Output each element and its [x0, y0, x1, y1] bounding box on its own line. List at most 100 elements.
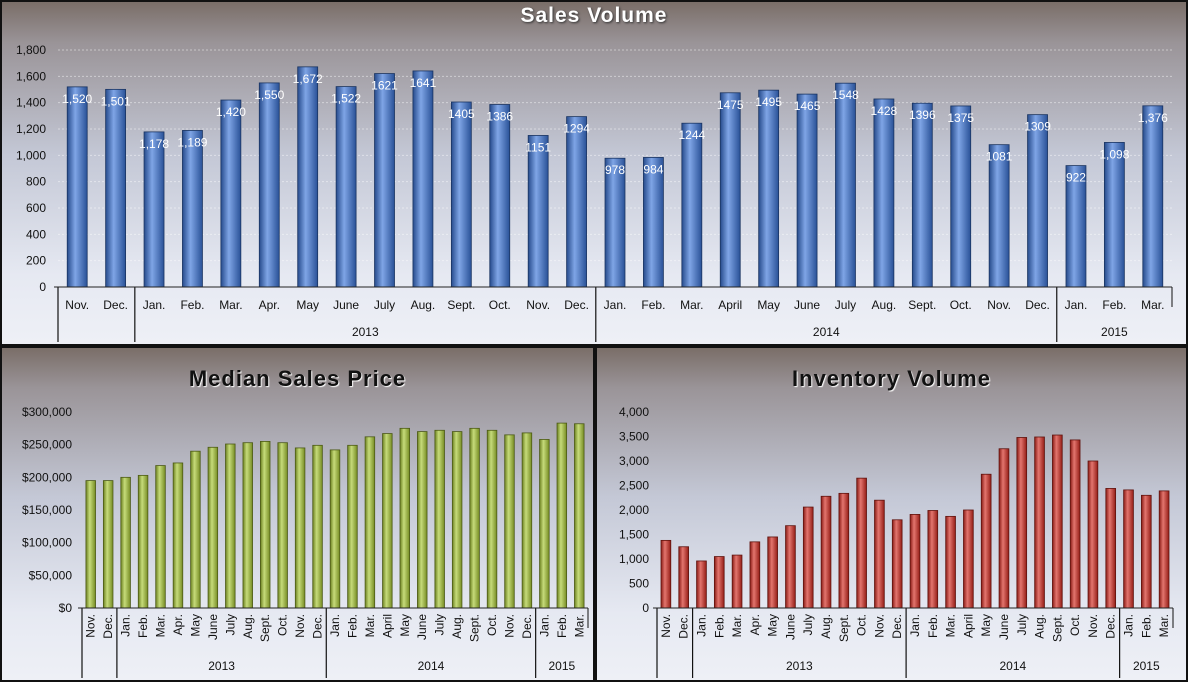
x-tick-label: Mar. — [572, 614, 586, 637]
x-tick-label: Jan. — [908, 614, 922, 637]
x-tick-label: Oct. — [485, 614, 499, 636]
bar — [758, 89, 780, 288]
bar — [434, 429, 445, 609]
bar — [242, 442, 253, 609]
x-tick-label: May — [757, 298, 780, 312]
bar — [660, 539, 672, 609]
bar — [796, 93, 818, 288]
bar-data-label: 1,522 — [331, 92, 361, 106]
x-tick-label: July — [374, 298, 395, 312]
x-tick-label: Jan. — [1122, 614, 1136, 637]
x-tick-label: Jan. — [143, 298, 166, 312]
y-tick-label: 1,600 — [16, 69, 46, 83]
x-tick-label: Feb. — [555, 614, 569, 638]
x-tick-label: May — [398, 614, 412, 637]
bar — [329, 449, 341, 609]
x-group-label: 2015 — [1133, 659, 1160, 673]
y-tick-label: $50,000 — [29, 568, 73, 582]
bar — [713, 556, 725, 609]
bar — [225, 443, 236, 609]
bar — [137, 474, 149, 609]
bar-data-label: 1,520 — [62, 92, 92, 106]
bar — [1103, 142, 1125, 288]
x-tick-label: Feb. — [136, 614, 150, 638]
x-tick-label: Mar. — [680, 298, 703, 312]
bar-data-label: 1465 — [794, 99, 821, 113]
y-tick-label: $300,000 — [22, 405, 72, 419]
x-tick-label: Aug. — [411, 298, 436, 312]
bar — [143, 131, 165, 288]
x-tick-label: Mar. — [1157, 614, 1171, 637]
bar — [450, 101, 472, 288]
y-tick-label: 2,000 — [619, 503, 649, 517]
x-tick-label: June — [783, 614, 797, 640]
inventory-chart: 0 500 1,000 1,500 2,000 2,500 3,000 3,500 4,000 N… — [619, 405, 1174, 678]
x-tick-label: Mar. — [363, 614, 377, 637]
x-tick-label: Dec. — [520, 614, 534, 639]
bar — [1105, 488, 1117, 609]
y-tick-label: 1,400 — [16, 96, 46, 110]
bar — [260, 441, 271, 609]
x-tick-label: April — [380, 614, 394, 638]
bar — [297, 66, 319, 288]
bar — [374, 73, 395, 288]
x-tick-label: Feb. — [926, 614, 940, 638]
bar — [909, 514, 921, 609]
bar — [945, 515, 956, 609]
x-tick-label: Mar. — [944, 614, 958, 637]
x-tick-label: July — [223, 614, 237, 635]
y-tick-label: 0 — [642, 601, 649, 615]
bar — [820, 495, 832, 609]
bar — [399, 427, 410, 609]
x-tick-label: Dec. — [311, 614, 325, 639]
bar — [785, 525, 796, 609]
x-tick-label: Aug. — [241, 614, 255, 639]
bar-data-label: 1641 — [410, 76, 437, 90]
x-tick-label: Aug. — [1033, 614, 1047, 639]
y-tick-label: 1,000 — [16, 148, 46, 162]
x-tick-label: July — [1015, 614, 1029, 635]
x-tick-label: April — [718, 298, 742, 312]
bar-data-label: 1475 — [717, 98, 744, 112]
bar-data-label: 922 — [1066, 171, 1086, 185]
bar — [566, 116, 587, 288]
bar-data-label: 1405 — [448, 107, 475, 121]
bar — [220, 99, 242, 288]
x-tick-label: June — [333, 298, 359, 312]
bar-data-label: 978 — [605, 163, 625, 177]
inventory-panel: Inventory Volume 0 500 1,000 1,500 2,000 2,50… — [595, 346, 1188, 682]
x-tick-label: Feb. — [712, 614, 726, 638]
bar — [451, 431, 463, 609]
bar — [927, 510, 939, 609]
bar — [556, 422, 568, 609]
x-tick-label: Dec. — [1104, 614, 1118, 639]
x-tick-label: Oct. — [950, 298, 972, 312]
bar-data-label: 1309 — [1024, 120, 1051, 134]
bar-data-label: 1,189 — [177, 135, 207, 149]
y-tick-label: 0 — [39, 280, 46, 294]
bar — [856, 477, 867, 609]
sales-volume-panel: Sales Volume 0 200 400 600 800 1,000 1,200 1,40… — [0, 0, 1188, 346]
bar-data-label: 1,501 — [101, 94, 131, 108]
bar — [643, 157, 664, 288]
x-tick-label: June — [415, 614, 429, 640]
bar — [1069, 439, 1081, 609]
x-tick-label: Dec. — [101, 614, 115, 639]
y-tick-label: $100,000 — [22, 536, 72, 550]
x-group-label: 2013 — [786, 659, 813, 673]
bar-data-label: 1375 — [947, 111, 974, 125]
x-tick-label: Nov. — [1086, 614, 1100, 638]
bar — [294, 447, 306, 609]
bar — [1141, 494, 1152, 609]
median-price-chart: $0 $50,000 $100,000 $150,000 $200,000 $250,00… — [22, 405, 589, 678]
bar — [1142, 105, 1164, 288]
bar — [486, 429, 498, 609]
x-tick-label: Feb. — [345, 614, 359, 638]
bar — [963, 509, 974, 609]
bar — [527, 135, 549, 288]
bar-data-label: 1244 — [678, 128, 705, 142]
bar — [66, 86, 88, 288]
y-tick-label: 4,000 — [619, 405, 649, 419]
x-tick-label: Sept. — [468, 614, 482, 642]
y-tick-label: $250,000 — [22, 438, 72, 452]
